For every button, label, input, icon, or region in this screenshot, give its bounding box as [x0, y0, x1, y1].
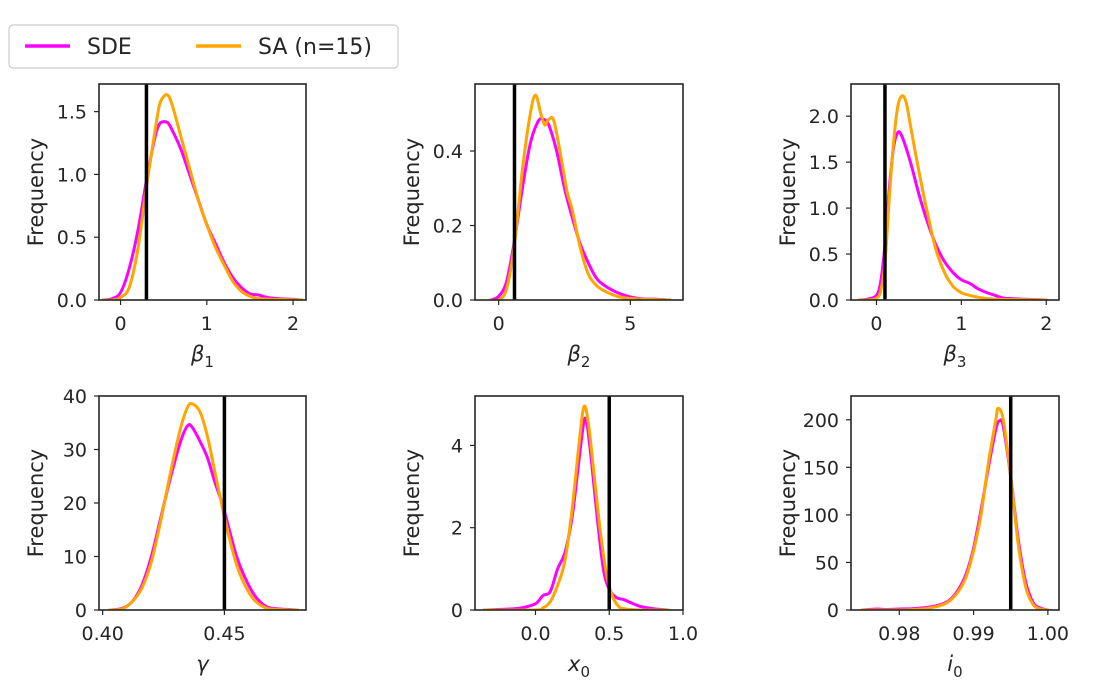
y-tick-label: 2.0 [809, 106, 839, 128]
density-line-sa [857, 94, 1048, 300]
x-tick-label: 2 [1040, 313, 1052, 335]
x-tick-label: 0.5 [594, 623, 624, 645]
y-tick-label: 1.5 [57, 102, 87, 124]
y-tick-label: 0.5 [57, 227, 87, 249]
y-axis-label: Frequency [776, 449, 800, 558]
x-axis-label-subscript: 3 [957, 353, 967, 371]
y-tick-label: 10 [63, 547, 87, 569]
axes-frame [474, 83, 684, 301]
x-tick-label: 5 [624, 313, 636, 335]
density-line-sa [489, 93, 672, 300]
x-axis-label: i0 [947, 652, 962, 681]
x-axis-label-subscript: 1 [204, 353, 214, 371]
x-axis-label-symbol: γ [196, 652, 210, 676]
x-axis-label-symbol: i [947, 652, 953, 676]
x-tick-label: 0.98 [878, 623, 920, 645]
y-tick-label: 30 [63, 440, 87, 462]
y-tick-label: 50 [815, 552, 839, 574]
x-axis-label-subscript: 0 [580, 663, 590, 681]
plot-area [489, 84, 672, 300]
density-line-sa [860, 406, 1050, 610]
x-axis-label-subscript: 0 [953, 663, 963, 681]
panel-4: 0.40 0.45 0 10 20 30 40 Frequency γ [24, 386, 307, 676]
x-axis-label-symbol: x [567, 652, 581, 676]
x-tick-label: 1.00 [1027, 623, 1069, 645]
x-axis-label-subscript: 2 [581, 353, 591, 371]
x-tick-label: 0 [115, 313, 127, 335]
x-axis-label-symbol: β [567, 342, 581, 366]
legend-label-sa: SA (n=15) [258, 35, 372, 60]
plot-area [860, 396, 1050, 610]
x-tick-label: 0 [493, 313, 505, 335]
x-tick-label: 0.45 [203, 623, 245, 645]
x-axis-label: β2 [567, 342, 591, 371]
y-axis-label: Frequency [24, 138, 48, 247]
y-tick-label: 200 [803, 410, 839, 432]
plot-area [108, 396, 299, 610]
x-tick-label: 1.0 [668, 623, 698, 645]
y-tick-label: 0.0 [433, 290, 463, 312]
axes-frame [850, 83, 1060, 301]
y-tick-label: 0.5 [809, 244, 839, 266]
y-tick-label: 0 [827, 600, 839, 622]
y-tick-label: 1.5 [809, 152, 839, 174]
x-axis-label: β1 [190, 342, 214, 371]
y-tick-label: 0.0 [57, 290, 87, 312]
y-tick-label: 0.0 [809, 290, 839, 312]
density-line-sa [482, 404, 670, 610]
x-tick-label: 1 [201, 313, 213, 335]
x-axis-label-symbol: β [943, 342, 957, 366]
x-tick-label: 0.40 [81, 623, 123, 645]
y-tick-label: 0 [75, 600, 87, 622]
density-line-sde [482, 416, 670, 610]
x-axis-label: γ [196, 652, 210, 676]
y-axis-label: Frequency [24, 449, 48, 558]
legend-label-sde: SDE [87, 35, 132, 60]
density-line-sa [108, 401, 299, 610]
axes-frame [474, 395, 684, 611]
plot-area [101, 84, 304, 300]
density-line-sde [101, 120, 304, 300]
axes-frame [98, 395, 307, 611]
density-line-sde [860, 418, 1050, 610]
x-tick-label: 2 [287, 313, 299, 335]
axes-frame [850, 395, 1060, 611]
density-line-sa [101, 93, 304, 300]
panel-2: 0 5 0.0 0.2 0.4 Frequency β2 [400, 83, 684, 371]
x-axis-label: x0 [567, 652, 590, 681]
y-tick-label: 1.0 [57, 164, 87, 186]
legend: SDE SA (n=15) [8, 24, 399, 69]
x-tick-label: 0.0 [520, 623, 550, 645]
density-line-sde [108, 423, 299, 610]
y-tick-label: 0.4 [433, 141, 463, 163]
panel-3: 0 1 2 0.0 0.5 1.0 1.5 2.0 Frequency β3 [776, 83, 1060, 371]
plot-area [482, 396, 670, 610]
y-tick-label: 150 [803, 457, 839, 479]
y-tick-label: 2 [451, 518, 463, 540]
axes-frame [98, 83, 307, 301]
x-axis-label-symbol: β [190, 342, 204, 366]
y-axis-label: Frequency [776, 138, 800, 247]
y-tick-label: 0 [451, 600, 463, 622]
x-tick-label: 1 [955, 313, 967, 335]
y-axis-label: Frequency [400, 449, 424, 558]
y-tick-label: 40 [63, 386, 87, 408]
y-tick-label: 4 [451, 435, 463, 457]
x-tick-label: 0 [870, 313, 882, 335]
y-tick-label: 100 [803, 505, 839, 527]
y-axis-label: Frequency [400, 138, 424, 247]
x-axis-label: β3 [943, 342, 967, 371]
y-tick-label: 20 [63, 493, 87, 515]
y-tick-label: 1.0 [809, 198, 839, 220]
plot-area [857, 84, 1048, 300]
y-tick-label: 0.2 [433, 216, 463, 238]
x-tick-label: 0.99 [952, 623, 994, 645]
